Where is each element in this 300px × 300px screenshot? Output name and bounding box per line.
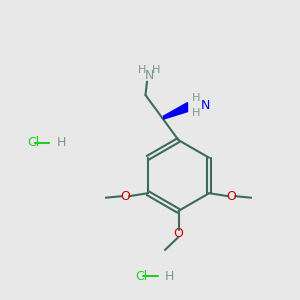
Text: N: N [144, 69, 154, 82]
Text: H: H [138, 64, 147, 75]
Text: O: O [120, 190, 130, 203]
Text: H: H [192, 107, 201, 118]
Text: Cl: Cl [135, 269, 147, 283]
Polygon shape [164, 103, 188, 119]
Text: N: N [201, 99, 210, 112]
Text: O: O [227, 190, 237, 203]
Text: Cl: Cl [27, 136, 39, 149]
Text: H: H [152, 64, 160, 75]
Text: O: O [174, 227, 183, 240]
Text: H: H [165, 269, 174, 283]
Text: H: H [192, 93, 201, 103]
Text: H: H [57, 136, 66, 149]
